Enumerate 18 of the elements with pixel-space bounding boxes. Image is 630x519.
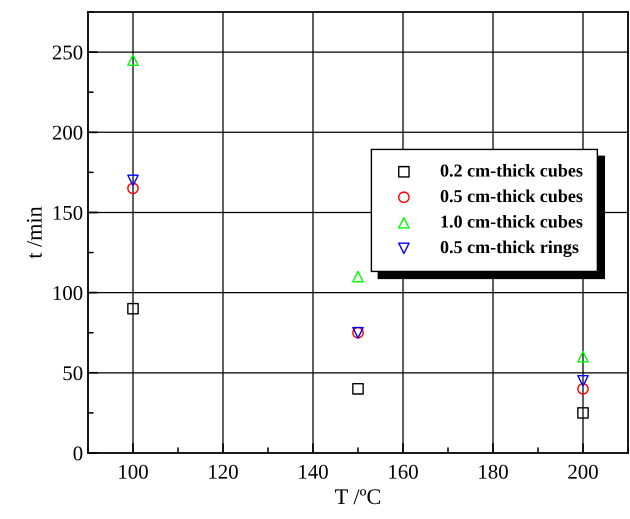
legend-label: 0.2 cm-thick cubes bbox=[440, 164, 582, 177]
legend-label: 0.5 cm-thick cubes bbox=[440, 189, 582, 202]
y-tick-label: 150 bbox=[54, 206, 82, 220]
legend-label: 1.0 cm-thick cubes bbox=[441, 215, 582, 228]
y-axis-title: t /min bbox=[26, 206, 42, 259]
x-tick-label: 120 bbox=[209, 464, 238, 479]
y-tick-label: 50 bbox=[64, 366, 82, 380]
y-tick-label: 200 bbox=[52, 126, 82, 140]
x-tick-label: 100 bbox=[119, 464, 148, 479]
y-tick-label: 250 bbox=[52, 45, 82, 60]
x-tick-label: 160 bbox=[389, 464, 418, 479]
y-tick-label: 100 bbox=[54, 286, 82, 300]
y-tick-label: 0 bbox=[74, 446, 82, 460]
x-tick-label: 200 bbox=[568, 464, 598, 479]
x-tick-label: 140 bbox=[299, 464, 328, 479]
x-tick-label: 180 bbox=[479, 464, 508, 479]
legend-label: 0.5 cm-thick rings bbox=[440, 240, 578, 258]
x-axis-title: T /ºC bbox=[335, 489, 380, 504]
